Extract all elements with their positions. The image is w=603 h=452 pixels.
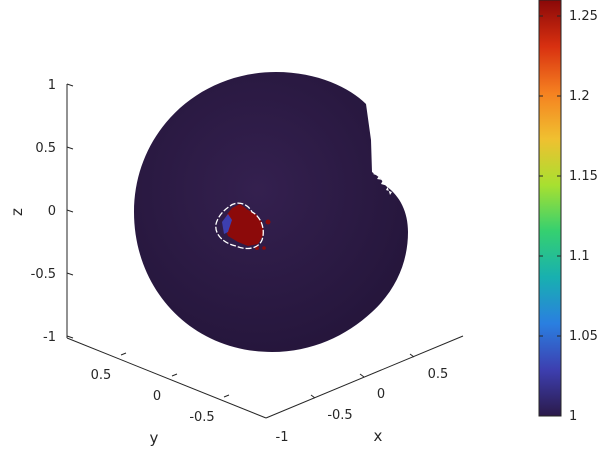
z-tick-label: 0.5	[35, 141, 56, 156]
x-tick-label: 0.5	[428, 367, 449, 382]
surface-plot	[134, 72, 408, 352]
z-tick-label: 0	[48, 204, 56, 219]
x-axis-label: x	[374, 427, 383, 445]
z-tick-mark	[66, 335, 74, 339]
x-tick-label: -0.5	[327, 408, 352, 423]
z-tick-mark	[66, 209, 74, 213]
hotspot-fleck	[265, 219, 271, 225]
hotspot-edge	[222, 214, 232, 234]
z-tick-mark	[66, 146, 74, 150]
x-axis-line	[265, 335, 464, 419]
colorbar: 1.25 1.2 1.15 1.1 1.05 1	[538, 0, 598, 424]
y-tick-mark	[120, 352, 127, 356]
colorbar-tick-label: 1.1	[569, 249, 590, 264]
y-axis-label: y	[150, 429, 159, 447]
hotspot-fleck	[262, 246, 266, 250]
x-tick-label: 0	[377, 387, 385, 402]
axes-3d	[66, 84, 464, 419]
x-tick-mark	[409, 353, 415, 358]
y-tick-label: 0.5	[91, 368, 112, 383]
z-tick-mark	[66, 83, 74, 87]
x-axis-ticks	[310, 353, 415, 399]
colorbar-tick-label: 1.2	[569, 89, 590, 104]
x-tick-mark	[359, 373, 365, 378]
colorbar-ticks: 1.25 1.2 1.15 1.1 1.05 1	[539, 9, 598, 424]
y-tick-label: 0	[153, 389, 161, 404]
colorbar-tick-label: 1.05	[569, 329, 598, 344]
x-tick-label: -1	[276, 430, 289, 445]
sphere-surface	[134, 72, 408, 352]
sphere-edge-jag	[372, 168, 392, 195]
z-axis-ticks	[66, 83, 74, 339]
y-tick-mark	[223, 394, 230, 398]
colorbar-fill	[538, 0, 562, 417]
colorbar-tick-label: 1	[569, 409, 577, 424]
y-axis-line	[66, 337, 267, 419]
hotspot-region	[224, 204, 264, 246]
z-tick-label: 1	[48, 78, 56, 93]
z-axis-label: z	[8, 208, 26, 216]
colorbar-tick-label: 1.25	[569, 9, 598, 24]
contour-line	[215, 202, 264, 250]
colorbar-tick-label: 1.15	[569, 169, 598, 184]
y-tick-label: -0.5	[189, 410, 214, 425]
y-tick-mark	[171, 373, 178, 377]
y-axis-ticks	[120, 352, 230, 398]
z-tick-mark	[66, 272, 74, 276]
z-tick-label: -1	[43, 330, 56, 345]
x-tick-mark	[310, 394, 316, 399]
z-tick-label: -0.5	[31, 267, 56, 282]
